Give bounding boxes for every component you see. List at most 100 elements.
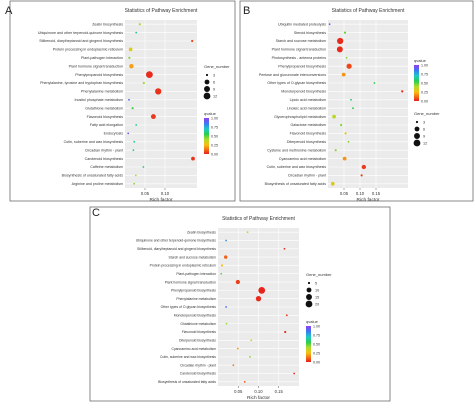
x-tick-label: 0.10 xyxy=(356,191,365,196)
y-tick-label: Cutin, suberine and wax biosynthesis xyxy=(267,165,327,169)
y-tick-label: Stilbenoid, diarylheptanoid and gingerol… xyxy=(39,39,123,43)
y-tick-label: Phenylpropanoid biosynthesis xyxy=(75,73,123,77)
data-point xyxy=(191,39,194,43)
data-point xyxy=(132,149,135,152)
data-point xyxy=(255,296,262,302)
x-tick-label: 0.10 xyxy=(254,389,263,394)
x-tick-label: 0.05 xyxy=(141,191,150,196)
y-tick-label: Carotenoid biosynthesis xyxy=(180,372,216,376)
data-point xyxy=(225,306,228,308)
colorbar-tick-label: 0.00 xyxy=(421,99,428,103)
data-point xyxy=(330,181,335,186)
data-point xyxy=(345,56,348,59)
y-tick-label: Ubiquitin mediated proteolysis xyxy=(278,22,326,26)
colorbar-tick-label: 0.25 xyxy=(421,90,428,94)
data-point xyxy=(135,31,138,34)
y-tick-label: Plant-pathogen interaction xyxy=(81,56,123,60)
color-legend-title: qvalue xyxy=(204,111,217,116)
size-legend-title: Gene_number xyxy=(414,111,440,116)
size-legend-label: 9 xyxy=(423,134,425,138)
plot-area xyxy=(328,20,408,188)
y-tick-label: Starch and sucrose metabolism xyxy=(276,39,326,43)
data-point xyxy=(235,279,240,285)
data-point xyxy=(249,355,251,358)
data-point xyxy=(150,114,156,120)
y-tick-label: Protein processing in endoplasmic reticu… xyxy=(150,264,217,268)
y-tick-label: Plant hormone signal transduction xyxy=(272,48,326,52)
data-point xyxy=(285,314,288,317)
y-tick-label: Other types of O-glycan biosynthesis xyxy=(267,81,326,85)
x-axis-label: Rich factor xyxy=(150,197,173,203)
x-axis-label: Rich factor xyxy=(247,395,270,401)
x-tick-label: 0.10 xyxy=(161,191,170,196)
data-point xyxy=(129,64,134,69)
y-tick-label: Plant hormone signal transduction xyxy=(165,280,216,284)
panel-label: C xyxy=(92,207,100,219)
y-tick-label: Biosynthesis of unsaturated fatty acids xyxy=(265,182,327,186)
panel-label: A xyxy=(5,5,13,17)
data-point xyxy=(135,124,138,126)
y-tick-label: Cutin, suberine and wax biosynthesis xyxy=(64,140,124,144)
y-tick-label: Diterpenoid biosynthesis xyxy=(287,140,326,144)
colorbar-tick-label: 1.00 xyxy=(211,116,218,120)
data-point xyxy=(246,231,249,234)
y-tick-label: Fatty acid elongation xyxy=(90,123,123,127)
data-point xyxy=(340,123,343,127)
color-legend-title: qvalue xyxy=(414,58,427,63)
data-point xyxy=(220,272,223,275)
y-tick-label: Cyanoamino acid metabolism xyxy=(172,347,217,351)
y-tick-label: Circadian rhythm - plant xyxy=(180,363,216,367)
size-legend-label: 6 xyxy=(213,80,215,84)
size-legend-title: Gene_number xyxy=(306,272,332,277)
data-point xyxy=(258,286,266,294)
data-point xyxy=(155,88,162,95)
data-point xyxy=(142,81,145,85)
size-legend-dot xyxy=(414,133,420,139)
colorbar-tick-label: 0.50 xyxy=(313,342,320,346)
qvalue-colorbar xyxy=(204,118,209,154)
colorbar-tick-label: 0.50 xyxy=(211,134,218,138)
y-tick-label: Ubiquinone and other terpenoid-quinone b… xyxy=(136,239,217,243)
y-tick-label: Photosynthesis - antenna proteins xyxy=(272,56,327,60)
y-tick-label: Inositol phosphate metabolism xyxy=(74,98,123,102)
colorbar-tick-label: 0.75 xyxy=(211,125,218,129)
y-tick-label: Stilbenoid, diarylheptanoid and gingerol… xyxy=(137,247,216,251)
y-tick-label: Flavonoid biosynthesis xyxy=(87,115,124,119)
data-point xyxy=(225,239,228,242)
panel-frame xyxy=(239,0,474,202)
colorbar-tick-label: 0.50 xyxy=(421,81,428,85)
data-point xyxy=(336,46,343,53)
y-tick-label: Phenylalanine metabolism xyxy=(176,297,216,301)
data-point xyxy=(133,140,136,143)
y-tick-label: Glutathione metabolism xyxy=(85,106,123,110)
y-tick-label: Ubiquinone and other terpenoid-quinone b… xyxy=(38,31,123,35)
qvalue-colorbar xyxy=(306,326,311,362)
size-legend-dot xyxy=(205,73,209,77)
data-point xyxy=(243,380,246,383)
chart-panel-A: A Statistics of Pathway Enrichment Zeatin … xyxy=(5,0,236,203)
y-tick-label: Zeatin biosynthesis xyxy=(92,22,123,26)
size-legend-title: Gene_number xyxy=(204,64,230,69)
y-tick-label: Linoleic acid metabolism xyxy=(287,106,326,110)
y-tick-label: Arginine and proline metabolism xyxy=(72,182,123,186)
chart-panel-C: C Statistics of Pathway Enrichment Zeatin … xyxy=(89,206,391,402)
size-legend-label: 3 xyxy=(423,120,425,124)
data-point xyxy=(133,182,136,185)
colorbar-tick-label: 0.75 xyxy=(421,72,428,76)
data-point xyxy=(232,364,235,367)
y-tick-label: Monoterpenoid biosynthesis xyxy=(174,314,217,318)
size-legend-label: 6 xyxy=(423,127,425,131)
y-tick-label: Starch and sucrose metabolism xyxy=(169,255,217,259)
data-point xyxy=(343,31,347,34)
data-point xyxy=(127,132,130,135)
data-point xyxy=(138,23,141,26)
y-tick-label: Circadian rhythm - plant xyxy=(288,174,326,178)
size-legend-dot xyxy=(305,300,313,308)
x-tick-label: 0.15 xyxy=(372,191,381,196)
y-tick-label: Phenylalanine metabolism xyxy=(81,90,123,94)
data-point xyxy=(360,174,363,177)
x-axis-label: Rich factor xyxy=(357,197,380,203)
y-tick-label: Biosynthesis of unsaturated fatty acids xyxy=(158,380,216,384)
qvalue-colorbar xyxy=(414,65,419,101)
y-tick-label: Endocytosis xyxy=(104,132,124,136)
